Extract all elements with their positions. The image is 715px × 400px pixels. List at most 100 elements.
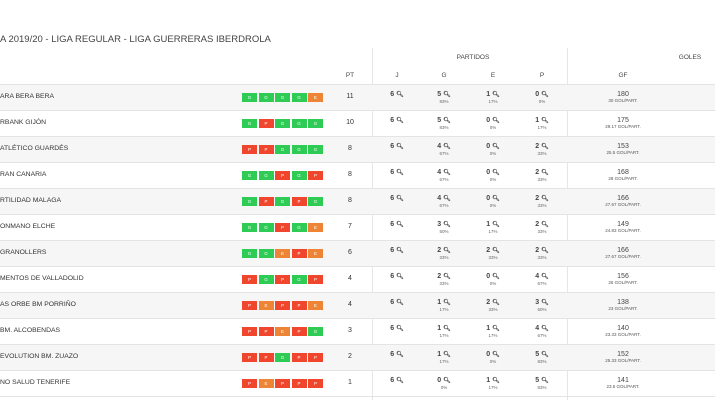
- search-icon[interactable]: 🔍︎: [396, 378, 404, 384]
- team-name[interactable]: EVOLUTION BM. ZUAZO: [0, 353, 79, 360]
- played-link[interactable]: 6 🔍︎: [377, 221, 417, 228]
- played-link[interactable]: 6 🔍︎: [377, 117, 417, 124]
- drawn-link[interactable]: 0 🔍︎: [473, 273, 513, 280]
- header-e[interactable]: E: [490, 72, 496, 79]
- played-link[interactable]: 6 🔍︎: [377, 91, 417, 98]
- played-link[interactable]: 6 🔍︎: [377, 195, 417, 202]
- won-link[interactable]: 5 🔍︎: [424, 91, 464, 98]
- drawn-link[interactable]: 0 🔍︎: [473, 117, 513, 124]
- search-icon[interactable]: 🔍︎: [443, 352, 451, 358]
- drawn-link[interactable]: 1 🔍︎: [473, 377, 513, 384]
- search-icon[interactable]: 🔍︎: [443, 196, 451, 202]
- team-name[interactable]: ATLÉTICO GUARDÉS: [0, 145, 69, 152]
- search-icon[interactable]: 🔍︎: [492, 170, 500, 176]
- search-icon[interactable]: 🔍︎: [541, 378, 549, 384]
- won-link[interactable]: 4 🔍︎: [424, 195, 464, 202]
- header-gf[interactable]: GF: [618, 72, 628, 79]
- header-p[interactable]: P: [539, 72, 545, 79]
- played-link[interactable]: 6 🔍︎: [377, 299, 417, 306]
- search-icon[interactable]: 🔍︎: [443, 248, 451, 254]
- header-j[interactable]: J: [395, 72, 399, 79]
- search-icon[interactable]: 🔍︎: [396, 144, 404, 150]
- drawn-link[interactable]: 2 🔍︎: [473, 299, 513, 306]
- search-icon[interactable]: 🔍︎: [443, 326, 451, 332]
- search-icon[interactable]: 🔍︎: [396, 222, 404, 228]
- search-icon[interactable]: 🔍︎: [541, 248, 549, 254]
- search-icon[interactable]: 🔍︎: [541, 118, 549, 124]
- search-icon[interactable]: 🔍︎: [396, 248, 404, 254]
- search-icon[interactable]: 🔍︎: [492, 248, 500, 254]
- search-icon[interactable]: 🔍︎: [396, 352, 404, 358]
- played-link[interactable]: 6 🔍︎: [377, 325, 417, 332]
- won-link[interactable]: 2 🔍︎: [424, 273, 464, 280]
- search-icon[interactable]: 🔍︎: [396, 170, 404, 176]
- search-icon[interactable]: 🔍︎: [541, 300, 549, 306]
- lost-link[interactable]: 5 🔍︎: [522, 351, 562, 358]
- search-icon[interactable]: 🔍︎: [443, 144, 451, 150]
- won-link[interactable]: 1 🔍︎: [424, 299, 464, 306]
- search-icon[interactable]: 🔍︎: [492, 378, 500, 384]
- search-icon[interactable]: 🔍︎: [541, 196, 549, 202]
- header-g[interactable]: G: [441, 72, 447, 79]
- search-icon[interactable]: 🔍︎: [541, 92, 549, 98]
- played-link[interactable]: 6 🔍︎: [377, 351, 417, 358]
- lost-link[interactable]: 1 🔍︎: [522, 117, 562, 124]
- search-icon[interactable]: 🔍︎: [443, 170, 451, 176]
- search-icon[interactable]: 🔍︎: [443, 300, 451, 306]
- search-icon[interactable]: 🔍︎: [396, 326, 404, 332]
- search-icon[interactable]: 🔍︎: [396, 92, 404, 98]
- drawn-link[interactable]: 2 🔍︎: [473, 247, 513, 254]
- search-icon[interactable]: 🔍︎: [396, 118, 404, 124]
- drawn-link[interactable]: 0 🔍︎: [473, 351, 513, 358]
- search-icon[interactable]: 🔍︎: [492, 222, 500, 228]
- won-link[interactable]: 4 🔍︎: [424, 169, 464, 176]
- won-link[interactable]: 4 🔍︎: [424, 143, 464, 150]
- drawn-link[interactable]: 0 🔍︎: [473, 169, 513, 176]
- search-icon[interactable]: 🔍︎: [492, 92, 500, 98]
- team-name[interactable]: MENTOS DE VALLADOLID: [0, 275, 84, 282]
- search-icon[interactable]: 🔍︎: [541, 170, 549, 176]
- played-link[interactable]: 6 🔍︎: [377, 273, 417, 280]
- search-icon[interactable]: 🔍︎: [492, 300, 500, 306]
- team-name[interactable]: RTILIDAD MALAGA: [0, 197, 62, 204]
- search-icon[interactable]: 🔍︎: [492, 118, 500, 124]
- lost-link[interactable]: 3 🔍︎: [522, 299, 562, 306]
- lost-link[interactable]: 2 🔍︎: [522, 195, 562, 202]
- search-icon[interactable]: 🔍︎: [396, 196, 404, 202]
- search-icon[interactable]: 🔍︎: [541, 326, 549, 332]
- won-link[interactable]: 5 🔍︎: [424, 117, 464, 124]
- played-link[interactable]: 6 🔍︎: [377, 143, 417, 150]
- drawn-link[interactable]: 0 🔍︎: [473, 195, 513, 202]
- lost-link[interactable]: 2 🔍︎: [522, 169, 562, 176]
- search-icon[interactable]: 🔍︎: [396, 300, 404, 306]
- lost-link[interactable]: 5 🔍︎: [522, 377, 562, 384]
- search-icon[interactable]: 🔍︎: [492, 326, 500, 332]
- played-link[interactable]: 6 🔍︎: [377, 169, 417, 176]
- search-icon[interactable]: 🔍︎: [443, 118, 451, 124]
- lost-link[interactable]: 4 🔍︎: [522, 273, 562, 280]
- won-link[interactable]: 2 🔍︎: [424, 247, 464, 254]
- drawn-link[interactable]: 0 🔍︎: [473, 143, 513, 150]
- search-icon[interactable]: 🔍︎: [541, 144, 549, 150]
- team-name[interactable]: RBANK GIJÓN: [0, 119, 47, 126]
- played-link[interactable]: 6 🔍︎: [377, 247, 417, 254]
- won-link[interactable]: 1 🔍︎: [424, 325, 464, 332]
- team-name[interactable]: NO SALUD TENERIFE: [0, 379, 71, 386]
- lost-link[interactable]: 2 🔍︎: [522, 221, 562, 228]
- lost-link[interactable]: 4 🔍︎: [522, 325, 562, 332]
- search-icon[interactable]: 🔍︎: [541, 274, 549, 280]
- search-icon[interactable]: 🔍︎: [492, 196, 500, 202]
- team-name[interactable]: ARA BERA BERA: [0, 93, 55, 100]
- search-icon[interactable]: 🔍︎: [443, 378, 451, 384]
- lost-link[interactable]: 0 🔍︎: [522, 91, 562, 98]
- drawn-link[interactable]: 1 🔍︎: [473, 221, 513, 228]
- search-icon[interactable]: 🔍︎: [443, 92, 451, 98]
- drawn-link[interactable]: 1 🔍︎: [473, 91, 513, 98]
- won-link[interactable]: 0 🔍︎: [424, 377, 464, 384]
- drawn-link[interactable]: 1 🔍︎: [473, 325, 513, 332]
- lost-link[interactable]: 2 🔍︎: [522, 143, 562, 150]
- team-name[interactable]: AS ORBE BM PORRIÑO: [0, 301, 76, 308]
- team-name[interactable]: RAN CANARIA: [0, 171, 47, 178]
- won-link[interactable]: 1 🔍︎: [424, 351, 464, 358]
- team-name[interactable]: BM. ALCOBENDAS: [0, 327, 61, 334]
